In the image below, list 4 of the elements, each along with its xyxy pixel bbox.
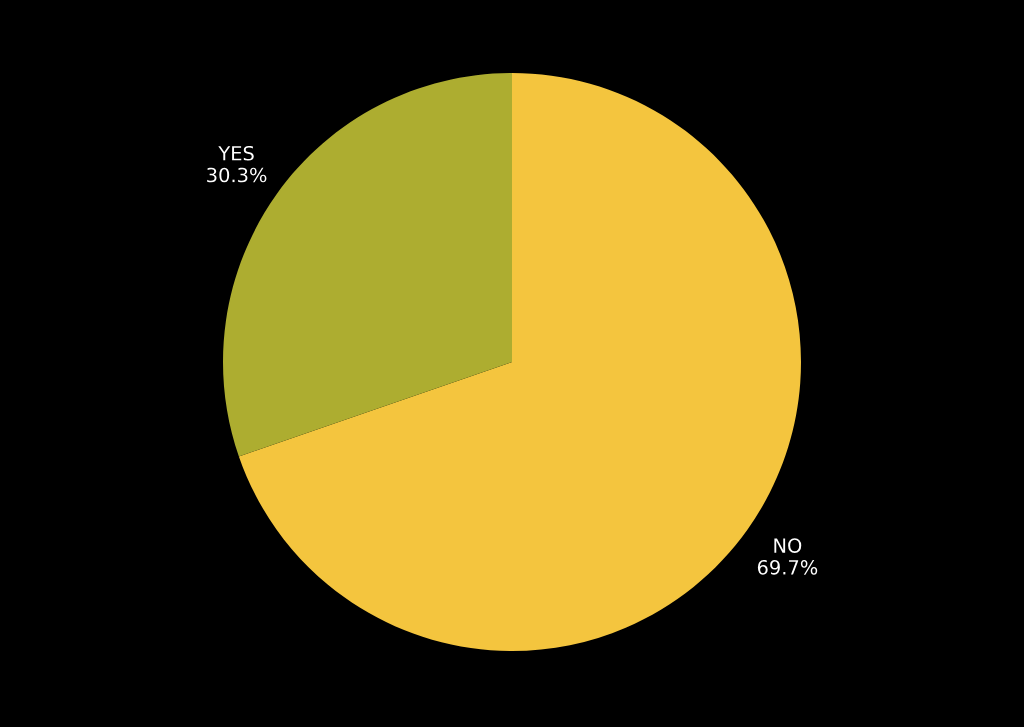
data-label: 30.3%: [207, 167, 267, 183]
slice-label: NO: [774, 538, 802, 553]
data-label: 69.7%: [757, 559, 818, 575]
slice-label: YES: [218, 145, 254, 161]
